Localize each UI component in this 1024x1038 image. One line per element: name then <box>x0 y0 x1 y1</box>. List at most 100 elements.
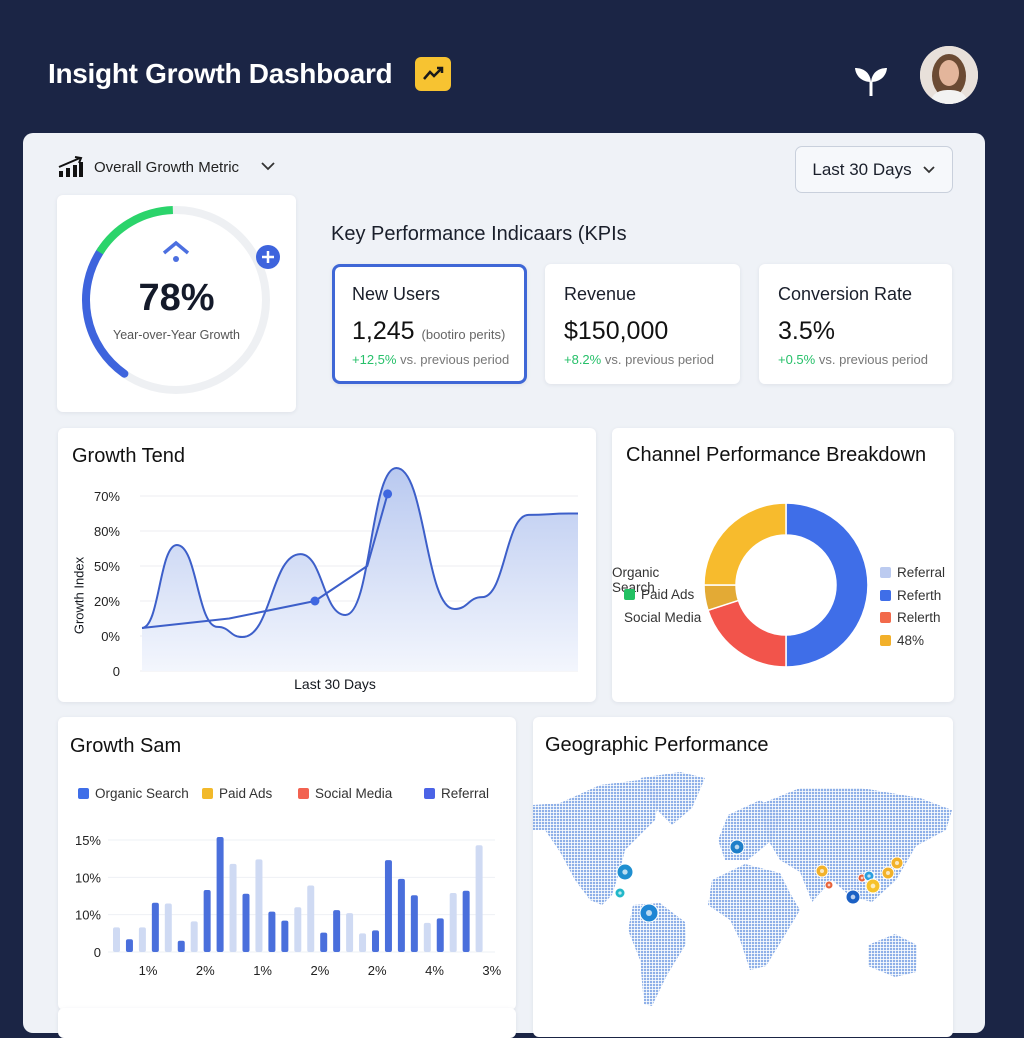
legend-label: Referth <box>897 587 942 603</box>
bar <box>229 863 237 952</box>
kpi-change: +0.5% <box>778 352 816 367</box>
map-marker[interactable] <box>729 839 745 855</box>
kpi-change-suffix: vs. previous period <box>818 352 928 367</box>
continent-asia <box>758 788 952 902</box>
x-axis-label: Last 30 Days <box>294 676 376 692</box>
legend-swatch <box>880 567 891 578</box>
continent-australia <box>868 934 917 977</box>
bar <box>281 920 289 952</box>
arrow-up-icon <box>162 240 190 255</box>
legend-label: Relerth <box>897 610 941 625</box>
map-marker[interactable] <box>614 887 626 899</box>
channel-breakdown-card: Channel Performance Breakdown Organic Se… <box>612 428 954 702</box>
bar <box>436 918 444 952</box>
continent-north-america <box>533 780 660 905</box>
y-tick-label: 0% <box>101 629 120 644</box>
growth-sam-bar-chart: 0 10% 10% 15% 1% 2% 1% 2% 2% 4% 3% <box>75 833 502 978</box>
bar <box>423 922 431 952</box>
y-tick-label: 50% <box>94 559 120 574</box>
map-marker[interactable] <box>863 870 875 882</box>
legend-paid-ads: Paid Ads <box>624 587 694 602</box>
chevron-down-icon <box>922 165 935 173</box>
map-marker[interactable] <box>815 864 829 878</box>
map-marker[interactable] <box>824 880 834 890</box>
legend-swatch <box>880 612 891 623</box>
legend-organic-search: Organic Search <box>612 565 699 595</box>
chevron-down-icon <box>261 162 275 171</box>
bar <box>320 932 328 952</box>
donut-slice <box>703 502 787 586</box>
channel-donut-chart <box>703 502 869 668</box>
kpi-value: 3.5% <box>778 317 835 345</box>
sprout-icon[interactable] <box>852 62 890 103</box>
bar <box>125 939 133 952</box>
x-tick-label: 1% <box>253 963 272 978</box>
growth-sam-title: Growth Sam <box>70 735 182 757</box>
x-tick-label: 3% <box>482 963 501 978</box>
y-tick-label: 70% <box>94 489 120 504</box>
bar <box>242 893 250 952</box>
geo-title: Geographic Performance <box>545 734 769 756</box>
legend-label: Social Media <box>315 786 393 801</box>
marker-center <box>870 883 876 889</box>
metric-selector[interactable]: Overall Growth Metric <box>58 156 281 178</box>
legend-swatch <box>880 634 891 646</box>
geographic-performance-card: Geographic Performance <box>533 717 953 1037</box>
bar <box>255 859 263 952</box>
y-tick-label: 10% <box>75 870 101 885</box>
legend-label: Referral <box>441 786 490 801</box>
legend-item: Referral <box>424 786 489 801</box>
bar <box>151 902 159 952</box>
legend-item: Referth <box>880 588 941 603</box>
y-tick-label: 0 <box>94 945 101 960</box>
legend-item: Organic Search <box>78 786 189 801</box>
bar <box>294 907 302 952</box>
x-tick-label: 2% <box>196 963 215 978</box>
map-marker[interactable] <box>890 856 904 870</box>
map-marker[interactable] <box>616 863 634 881</box>
growth-trend-title: Growth Tend <box>72 445 186 467</box>
growth-gauge-card: 78% Year-over-Year Growth <box>57 195 296 412</box>
map-marker[interactable] <box>845 889 861 905</box>
world-map[interactable] <box>533 717 953 1037</box>
kpi-card-new-users[interactable]: New Users 1,245 (bootiro perits) +12,5% … <box>332 264 527 384</box>
marker-center <box>827 883 831 887</box>
legend-swatch <box>78 788 89 799</box>
kpi-card-conversion-rate[interactable]: Conversion Rate 3.5% +0.5% vs. previous … <box>759 264 952 384</box>
x-tick-label: 4% <box>425 963 444 978</box>
bar <box>164 903 172 952</box>
legend-label: Social Media <box>624 610 702 625</box>
legend-swatch <box>624 589 635 600</box>
map-marker[interactable] <box>881 866 895 880</box>
add-button[interactable] <box>255 245 281 271</box>
bar <box>449 893 457 952</box>
map-marker[interactable] <box>865 878 881 894</box>
map-marker[interactable] <box>639 903 659 923</box>
kpi-note: (bootiro perits) <box>421 327 506 342</box>
legend-label: Paid Ads <box>219 786 273 801</box>
kpi-card-revenue[interactable]: Revenue $150,000 +8.2% vs. previous peri… <box>545 264 740 384</box>
marker-center <box>895 861 899 865</box>
x-tick-label: 1% <box>139 963 158 978</box>
legend-item: 48% <box>880 633 924 648</box>
gauge-ring <box>82 206 280 394</box>
kpi-label: Revenue <box>564 284 637 304</box>
legend-label: Referral <box>897 565 946 580</box>
kpi-change: +12,5% <box>352 352 397 367</box>
marker-center <box>734 844 740 850</box>
legend-label: 48% <box>897 632 925 648</box>
y-tick-label: 15% <box>75 833 101 848</box>
bar <box>384 860 392 952</box>
bar <box>190 921 198 952</box>
marker-center <box>820 869 824 873</box>
data-point <box>310 596 320 606</box>
user-avatar[interactable] <box>920 46 978 104</box>
growth-sam-card: Growth Sam Organic Search Paid Ads Social … <box>58 717 516 1010</box>
legend-swatch <box>298 788 309 799</box>
bar <box>397 878 405 952</box>
date-range-dropdown[interactable]: Last 30 Days <box>795 146 953 193</box>
bar <box>216 837 224 952</box>
bar-chart-icon <box>58 156 83 177</box>
continent-greenland <box>640 772 705 825</box>
